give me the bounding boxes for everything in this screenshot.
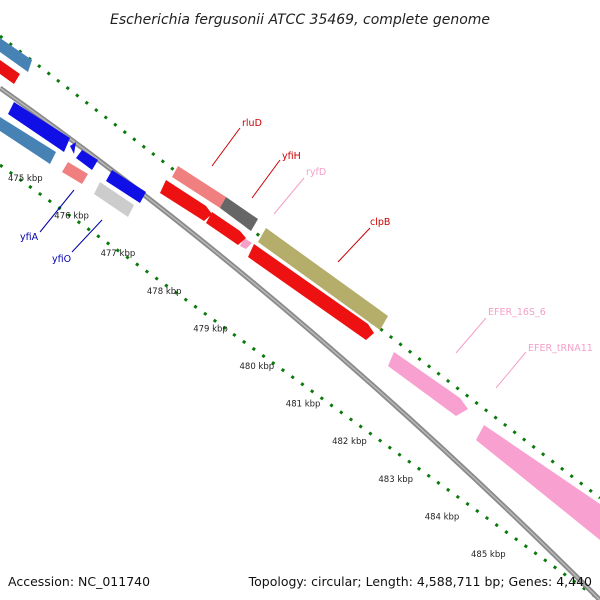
gene-label-rluD: rluD — [242, 118, 262, 129]
gene-features — [0, 38, 600, 540]
gene-rluD[interactable] — [172, 166, 226, 208]
gene-label-ryfD: ryfD — [306, 167, 326, 178]
tick-label: 475 kbp — [8, 174, 43, 184]
tick-label: 480 kbp — [240, 362, 275, 372]
gene-blue-3[interactable] — [106, 170, 146, 203]
gene-steel-1[interactable] — [0, 38, 32, 72]
accession-text: Accession: NC_011740 — [8, 574, 150, 589]
tick-label: 482 kbp — [332, 437, 367, 447]
tick-label: 483 kbp — [378, 475, 413, 485]
tick-label: 477 kbp — [101, 249, 136, 259]
inner-tick-rail — [0, 163, 600, 600]
gene-yfiA[interactable] — [62, 162, 88, 184]
gene-blue-small[interactable] — [70, 142, 76, 154]
tick-label: 481 kbp — [286, 400, 321, 410]
gene-blue-2[interactable] — [76, 150, 98, 170]
gene-red-edge[interactable] — [0, 60, 20, 84]
genome-backbone-highlight — [0, 87, 600, 600]
tick-label: 476 kbp — [54, 212, 89, 222]
gene-leader-lines — [39, 127, 527, 389]
gene-label-yfiA: yfiA — [20, 232, 39, 243]
tick-label: 485 kbp — [471, 550, 506, 560]
map-title: Escherichia fergusonii ATCC 35469, compl… — [110, 12, 490, 28]
gene-ryfD[interactable] — [240, 238, 252, 249]
tick-label: 478 kbp — [147, 287, 182, 297]
gene-label-EFER_16S_6: EFER_16S_6 — [488, 307, 546, 318]
tick-label: 484 kbp — [425, 512, 460, 522]
gene-EFER_16S_6[interactable] — [388, 352, 468, 416]
gene-label-EFER_tRNA11: EFER_tRNA11 — [528, 343, 593, 354]
genome-summary-text: Topology: circular; Length: 4,588,711 bp… — [248, 574, 592, 589]
gene-clpB[interactable] — [258, 228, 388, 330]
gene-label-clpB: clpB — [370, 217, 390, 228]
tick-label: 479 kbp — [193, 324, 228, 334]
gene-label-yfiO: yfiO — [52, 254, 71, 265]
gene-red-inner-1[interactable] — [160, 180, 212, 221]
gene-yfiH[interactable] — [220, 197, 258, 231]
gene-blue-1[interactable] — [8, 102, 70, 152]
gene-red-inner-3[interactable] — [248, 244, 374, 340]
gene-EFER_tRNA11[interactable] — [476, 425, 600, 540]
gene-steel-2[interactable] — [0, 117, 56, 164]
gene-red-inner-2[interactable] — [206, 212, 246, 245]
gene-yfiO[interactable] — [94, 182, 134, 217]
tick-labels: 475 kbp 476 kbp 477 kbp 478 kbp 479 kbp 480 k… — [8, 174, 506, 560]
gene-label-yfiH: yfiH — [282, 151, 301, 162]
